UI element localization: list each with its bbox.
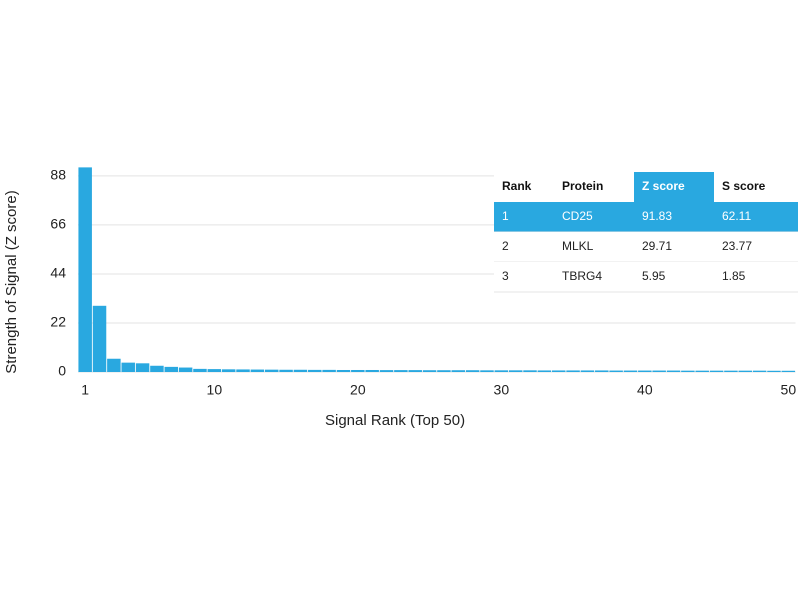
y-axis-label: Strength of Signal (Z score) bbox=[3, 190, 20, 373]
bar bbox=[178, 367, 193, 372]
bar bbox=[566, 370, 580, 372]
bar bbox=[738, 370, 753, 372]
bar bbox=[236, 369, 250, 372]
bar bbox=[652, 370, 666, 372]
table-cell: 23.77 bbox=[722, 239, 752, 253]
x-axis-label: Signal Rank (Top 50) bbox=[325, 412, 465, 429]
y-tick-label: 0 bbox=[58, 363, 66, 379]
x-tick-label: 30 bbox=[494, 382, 510, 398]
x-tick-label: 50 bbox=[781, 382, 797, 398]
bar bbox=[451, 370, 466, 372]
table-cell: 91.83 bbox=[642, 209, 672, 223]
bar bbox=[767, 370, 781, 372]
table-header-cell bbox=[494, 172, 554, 202]
table-header-cell bbox=[634, 172, 714, 202]
bar bbox=[207, 369, 222, 372]
bar bbox=[609, 370, 623, 372]
bar bbox=[279, 369, 293, 372]
bar bbox=[437, 370, 451, 372]
table-row bbox=[494, 262, 798, 292]
bar bbox=[422, 370, 437, 372]
table-header-cell bbox=[554, 172, 634, 202]
y-tick-label: 44 bbox=[50, 265, 66, 281]
table-header: S score bbox=[722, 179, 766, 193]
bar bbox=[379, 370, 394, 372]
table-cell: 29.71 bbox=[642, 239, 672, 253]
table-cell: 2 bbox=[502, 239, 509, 253]
bar bbox=[494, 370, 509, 372]
bar bbox=[595, 370, 609, 372]
y-tick-label: 22 bbox=[50, 314, 66, 330]
x-tick-label: 40 bbox=[637, 382, 653, 398]
bar bbox=[666, 370, 681, 372]
bar bbox=[724, 370, 738, 372]
bar bbox=[580, 370, 595, 372]
table-cell: MLKL bbox=[562, 239, 594, 253]
bar bbox=[365, 369, 379, 372]
bar bbox=[465, 370, 480, 372]
y-tick-label: 66 bbox=[50, 216, 66, 232]
bar bbox=[121, 362, 135, 372]
table-cell: 1.85 bbox=[722, 269, 746, 283]
y-tick-label: 88 bbox=[50, 167, 66, 183]
bar bbox=[336, 369, 351, 372]
table-cell: TBRG4 bbox=[562, 269, 602, 283]
table-header-cell bbox=[714, 172, 798, 202]
bar bbox=[150, 365, 164, 372]
bar bbox=[508, 370, 523, 372]
bar bbox=[264, 369, 279, 372]
bar bbox=[221, 369, 236, 372]
bar bbox=[193, 368, 207, 372]
bar bbox=[781, 370, 796, 372]
bar bbox=[394, 370, 408, 372]
bar bbox=[92, 305, 107, 372]
bar bbox=[537, 370, 552, 372]
bar bbox=[293, 369, 308, 372]
table-header: Z score bbox=[642, 179, 685, 193]
bar bbox=[164, 366, 179, 372]
bar bbox=[322, 369, 336, 372]
table-cell: CD25 bbox=[562, 209, 593, 223]
bar bbox=[752, 370, 767, 372]
table-row bbox=[494, 202, 798, 232]
bar bbox=[523, 370, 537, 372]
bar bbox=[695, 370, 709, 372]
bar bbox=[623, 370, 638, 372]
bar bbox=[480, 370, 494, 372]
table-cell: 5.95 bbox=[642, 269, 666, 283]
bar bbox=[709, 370, 724, 372]
bar bbox=[408, 370, 422, 372]
bar bbox=[638, 370, 652, 372]
bar bbox=[135, 363, 150, 372]
bar bbox=[107, 358, 121, 372]
bar bbox=[681, 370, 695, 372]
x-tick-label: 20 bbox=[350, 382, 366, 398]
table-row bbox=[494, 232, 798, 262]
table-cell: 3 bbox=[502, 269, 509, 283]
x-tick-label: 1 bbox=[81, 382, 89, 398]
bar bbox=[351, 369, 365, 372]
bar bbox=[250, 369, 265, 372]
bar bbox=[551, 370, 566, 372]
table-cell: 1 bbox=[502, 209, 509, 223]
x-tick-label: 10 bbox=[207, 382, 223, 398]
table-header: Rank bbox=[502, 179, 532, 193]
bar bbox=[78, 167, 92, 372]
bar bbox=[308, 369, 322, 372]
table-cell: 62.11 bbox=[722, 209, 751, 223]
table-header: Protein bbox=[562, 179, 603, 193]
